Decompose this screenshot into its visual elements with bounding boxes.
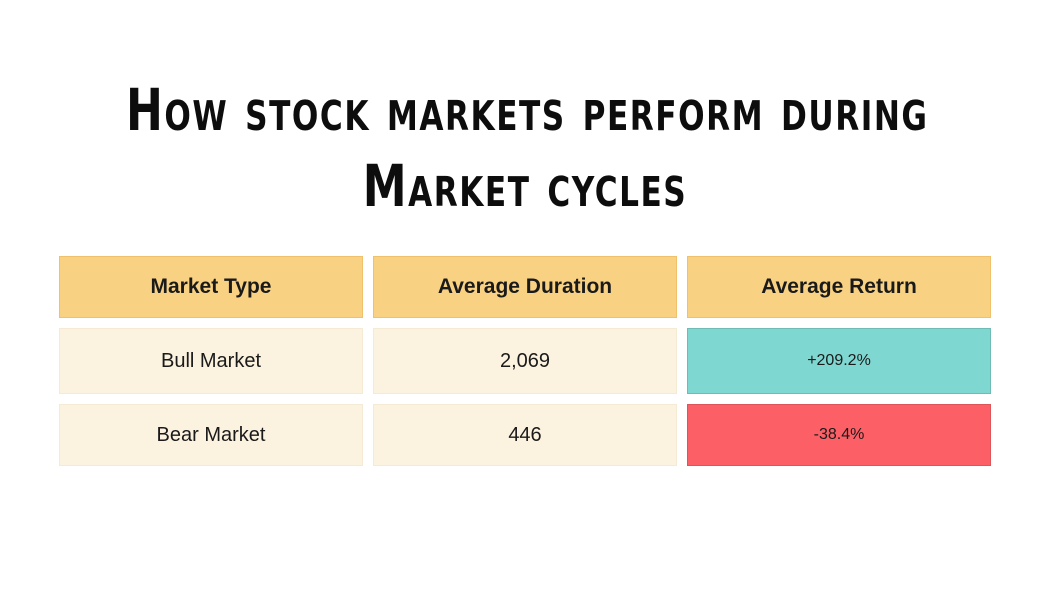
cell-bear-market-type: Bear Market (59, 404, 363, 466)
column-header-market-type: Market Type (59, 256, 363, 318)
column-header-market-type-label: Market Type (150, 275, 272, 298)
cell-bull-market-type: Bull Market (59, 328, 363, 394)
cell-bull-average-duration-value: 2,069 (499, 349, 551, 372)
page-title-line-2: Market Cycles (362, 152, 688, 220)
page-title: How Stock Markets Perform During Market … (126, 72, 929, 224)
column-header-average-duration: Average Duration (373, 256, 677, 318)
cell-bear-average-duration-value: 446 (508, 423, 542, 446)
column-header-average-duration-label: Average Duration (437, 275, 613, 298)
cell-bull-average-return-value: +209.2% (807, 352, 871, 369)
cell-bull-average-duration: 2,069 (373, 328, 677, 394)
cell-bull-market-type-label: Bull Market (160, 349, 262, 372)
cell-bear-average-duration: 446 (373, 404, 677, 466)
cell-bear-market-type-label: Bear Market (156, 423, 266, 446)
market-cycles-table: Market Type Average Duration Average Ret… (59, 256, 991, 466)
column-header-average-return-label: Average Return (761, 275, 917, 298)
cell-bear-average-return: -38.4% (687, 404, 991, 466)
page-title-line-1: How Stock Markets Perform During (126, 76, 929, 144)
column-header-average-return: Average Return (687, 256, 991, 318)
cell-bear-average-return-value: -38.4% (813, 426, 865, 443)
cell-bull-average-return: +209.2% (687, 328, 991, 394)
